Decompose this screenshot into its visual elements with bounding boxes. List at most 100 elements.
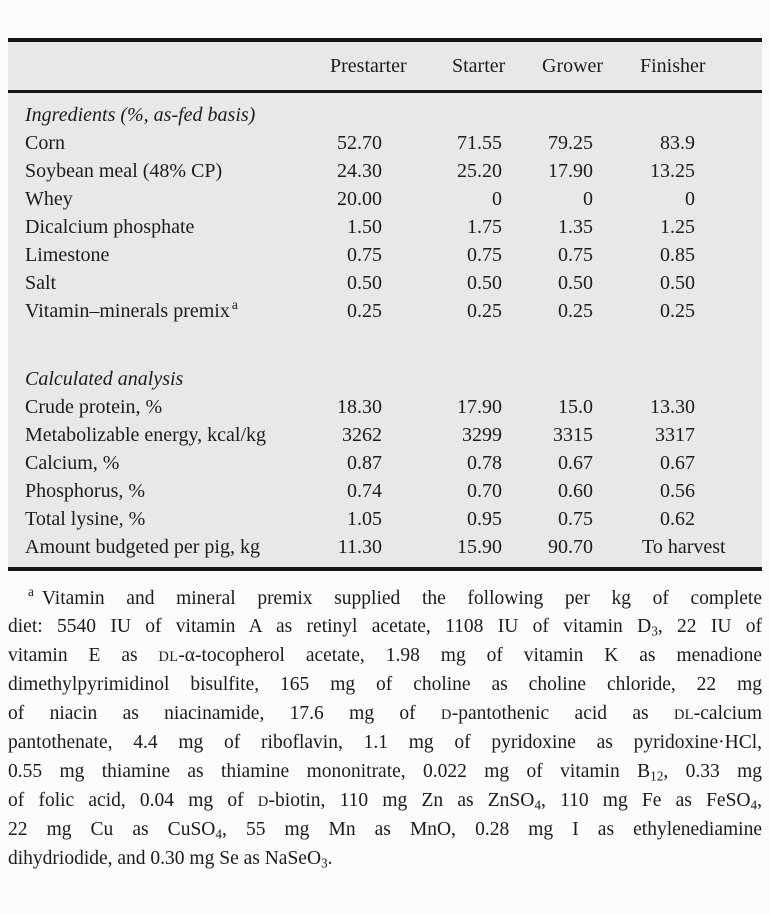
value-cell: 0.87: [330, 449, 452, 477]
footnote-line: of niacin as niacinamide, 17.6 mg of d-p…: [8, 700, 762, 730]
footnote-segment: , 0.33 mg: [663, 761, 763, 783]
value-text: 17.90: [548, 160, 593, 182]
value-text: 1.50: [347, 216, 382, 238]
value-cell: 0: [452, 185, 542, 213]
footnote-segment: -biotin, 110 mg Zn as ZnSO: [268, 789, 535, 811]
footnote-line: of folic acid, 0.04 mg of d-biotin, 110 …: [8, 787, 762, 817]
value-cell: 0: [542, 185, 640, 213]
footnote-line: a Vitamin and mineral premix supplied the…: [8, 585, 762, 614]
section-heading-label: Ingredients (%, as-fed basis): [25, 104, 256, 126]
table-row: Vitamin–minerals premix a 0.25 0.25 0.25 0.25: [8, 297, 762, 325]
value-text: To harvest: [642, 536, 726, 558]
value-cell: 17.90: [452, 393, 542, 421]
value-cell: 13.30: [640, 393, 762, 421]
value-cell: 3315: [542, 421, 640, 449]
value-cell: 0.56: [640, 477, 762, 505]
value-text: 0.50: [347, 272, 382, 294]
row-label-text: Whey: [25, 188, 73, 210]
table-row: Metabolizable energy, kcal/kg 3262 3299 331…: [8, 421, 762, 449]
value-text: 0.75: [558, 508, 593, 530]
value-cell: 13.25: [640, 157, 762, 185]
value-text: 0.60: [558, 480, 593, 502]
row-label: Amount budgeted per pig, kg: [25, 533, 330, 561]
row-label: Soybean meal (48% CP): [25, 157, 330, 185]
value-text: 20.00: [337, 188, 382, 210]
value-text: 25.20: [457, 160, 502, 182]
value-text: 15.90: [457, 536, 502, 558]
row-label-text: Salt: [25, 272, 57, 294]
table-bottom-rule: [8, 567, 762, 571]
row-label-text: Metabolizable energy, kcal/kg: [25, 424, 267, 446]
value-cell: 0.78: [452, 449, 542, 477]
value-cell: 25.20: [452, 157, 542, 185]
row-label-text: Soybean meal (48% CP): [25, 160, 223, 182]
table-top-rule: [8, 38, 762, 42]
value-text: 15.0: [558, 396, 593, 418]
table-row: Amount budgeted per pig, kg 11.30 15.90 90.…: [8, 533, 762, 561]
value-cell: 11.30: [330, 533, 452, 561]
footnote-segment: -calcium: [693, 702, 762, 724]
value-text: 0.78: [467, 452, 502, 474]
column-header-prestarter: Prestarter: [330, 54, 407, 77]
value-text: 0.50: [467, 272, 502, 294]
value-cell: 3262: [330, 421, 452, 449]
value-text: 0.75: [347, 244, 382, 266]
value-text: 1.35: [558, 216, 593, 238]
value-cell: 0.50: [542, 269, 640, 297]
value-text: 71.55: [457, 132, 502, 154]
table-row: Salt 0.50 0.50 0.50 0.50: [8, 269, 762, 297]
value-cell: 17.90: [542, 157, 640, 185]
value-cell: 0.75: [452, 241, 542, 269]
row-label: Total lysine, %: [25, 505, 330, 533]
footnote-segment: dl: [158, 648, 179, 665]
value-text: 0: [685, 188, 695, 210]
value-cell: To harvest: [640, 533, 762, 561]
section-heading-row: Ingredients (%, as-fed basis): [8, 101, 762, 129]
table-body: Ingredients (%, as-fed basis) Corn 52.70 71…: [8, 93, 762, 567]
row-label: Dicalcium phosphate: [25, 213, 330, 241]
value-text: 0.85: [660, 244, 695, 266]
footnote-marker: a: [28, 584, 34, 599]
footnote-line: pantothenate, 4.4 mg of riboflavin, 1.1 …: [8, 729, 762, 758]
value-cell: 79.25: [542, 129, 640, 157]
value-cell: 1.25: [640, 213, 762, 241]
value-cell: 0.25: [330, 297, 452, 325]
value-cell: 0.62: [640, 505, 762, 533]
value-cell: 83.9: [640, 129, 762, 157]
footnote-line: vitamin E as dl-α-tocopherol acetate, 1.…: [8, 642, 762, 672]
value-cell: 0.95: [452, 505, 542, 533]
footnote-segment: dl: [673, 706, 694, 723]
footnote-segment: , 55 mg Mn as MnO, 0.28 mg I as ethylene…: [222, 819, 762, 841]
row-label: Crude protein, %: [25, 393, 330, 421]
footnote-segment: 3: [321, 855, 328, 871]
value-text: 90.70: [548, 536, 593, 558]
row-label: Phosphorus, %: [25, 477, 330, 505]
row-label-text: Amount budgeted per pig, kg: [25, 536, 260, 558]
value-cell: 0.50: [640, 269, 762, 297]
value-cell: 24.30: [330, 157, 452, 185]
value-cell: 0.50: [330, 269, 452, 297]
value-cell: 0.85: [640, 241, 762, 269]
value-cell: 0.25: [452, 297, 542, 325]
value-cell: 20.00: [330, 185, 452, 213]
value-text: 83.9: [660, 132, 695, 154]
section-heading-row: Calculated analysis: [8, 365, 762, 393]
value-text: 3299: [462, 424, 502, 446]
table-row: Whey 20.00 0 0 0: [8, 185, 762, 213]
value-cell: 0.75: [542, 241, 640, 269]
footnote-segment: d: [441, 706, 452, 723]
value-text: 0: [583, 188, 593, 210]
value-cell: 15.0: [542, 393, 640, 421]
footnote-line: 0.55 mg thiamine as thiamine mononitrate…: [8, 758, 762, 787]
row-label-text: Crude protein, %: [25, 396, 163, 418]
row-label: Vitamin–minerals premix a: [25, 297, 330, 325]
value-text: 0.25: [467, 300, 502, 322]
table-row: Total lysine, % 1.05 0.95 0.75 0.62: [8, 505, 762, 533]
row-label-text: Dicalcium phosphate: [25, 216, 195, 238]
value-cell: 1.05: [330, 505, 452, 533]
table-row: Crude protein, % 18.30 17.90 15.0 13.30: [8, 393, 762, 421]
column-header-starter: Starter: [452, 54, 506, 77]
value-cell: 3299: [452, 421, 542, 449]
value-text: 0.25: [347, 300, 382, 322]
footnote-segment: 22 mg Cu as CuSO: [8, 819, 216, 841]
